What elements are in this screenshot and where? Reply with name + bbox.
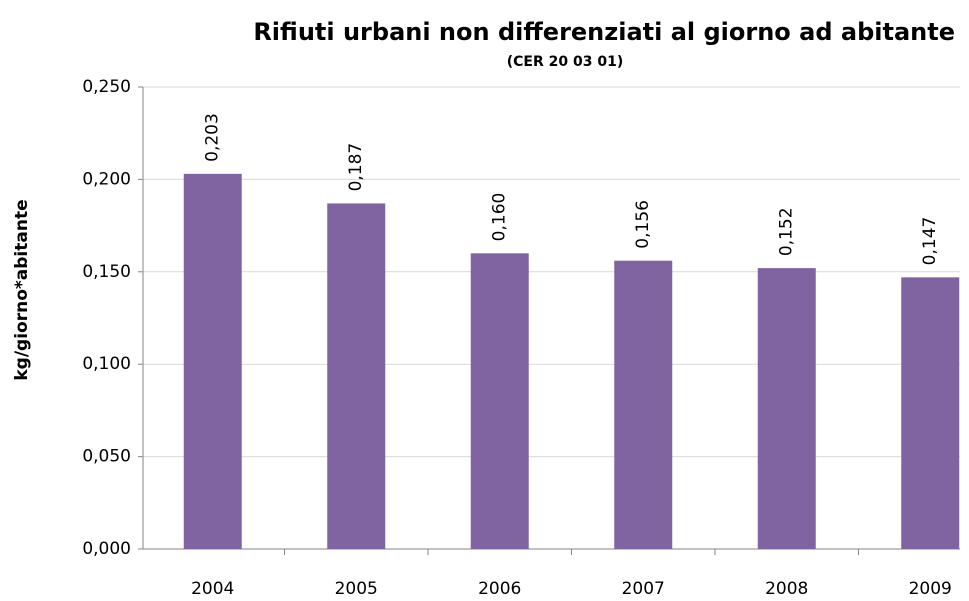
y-tick-label: 0,100 xyxy=(82,354,131,374)
bar xyxy=(614,260,673,549)
value-label: 0,160 xyxy=(490,193,510,242)
y-tick-label: 0,050 xyxy=(82,447,131,467)
y-tick-label: 0,200 xyxy=(82,169,131,189)
bar xyxy=(183,173,242,549)
x-tick-label: 2005 xyxy=(335,579,378,599)
y-tick-label: 0,000 xyxy=(82,539,131,559)
chart-subtitle: (CER 20 03 01) xyxy=(507,54,623,70)
value-label: 0,187 xyxy=(346,143,366,192)
x-tick-label: 2004 xyxy=(191,579,234,599)
y-tick-label: 0,150 xyxy=(82,262,131,282)
bar xyxy=(470,253,529,549)
x-tick-label: 2007 xyxy=(622,579,665,599)
value-label: 0,152 xyxy=(777,207,797,256)
bar xyxy=(901,277,960,549)
chart-title: Rifiuti urbani non differenziati al gior… xyxy=(253,18,955,46)
bar xyxy=(327,203,386,549)
y-tick-label: 0,250 xyxy=(82,77,131,97)
value-label: 0,203 xyxy=(203,113,223,162)
x-tick-label: 2006 xyxy=(478,579,521,599)
x-tick-label: 2009 xyxy=(909,579,952,599)
x-tick-label: 2008 xyxy=(765,579,808,599)
value-label: 0,156 xyxy=(633,200,653,249)
value-label: 0,147 xyxy=(920,217,940,266)
y-axis-label: kg/giorno*abitante xyxy=(12,199,32,380)
bar xyxy=(757,268,816,549)
